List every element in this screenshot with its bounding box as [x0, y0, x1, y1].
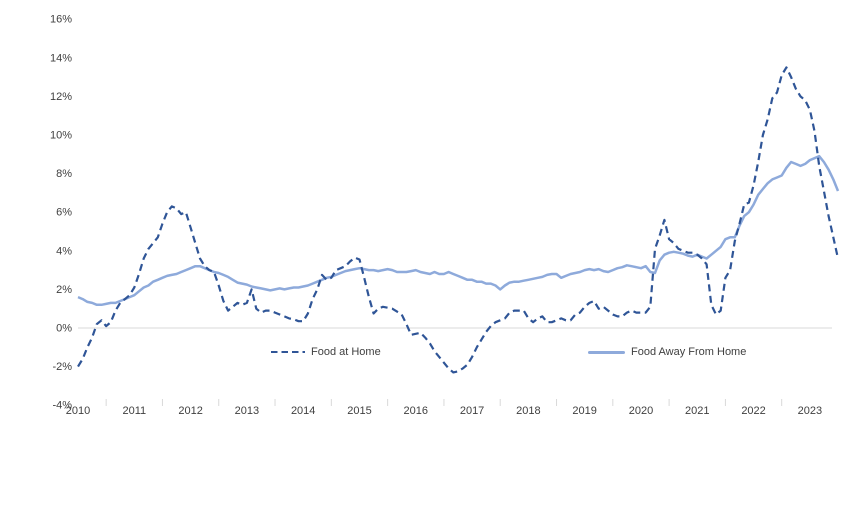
x-axis-tick-label: 2013 — [235, 405, 259, 417]
legend-item-food-at-home: Food at Home — [271, 346, 381, 358]
series-line-food-at-home — [77, 66, 840, 374]
y-axis-tick-label: 16% — [50, 14, 72, 26]
y-axis-tick-label: 6% — [56, 207, 72, 219]
y-axis-tick-label: 8% — [56, 168, 72, 180]
y-axis-tick-label: 12% — [50, 91, 72, 103]
x-axis-tick-label: 2018 — [516, 405, 540, 417]
dashed-line-sample-icon — [271, 350, 305, 354]
y-axis-tick-label: 2% — [56, 284, 72, 296]
x-axis-tick-label: 2014 — [291, 405, 315, 417]
series-line-food-away-from-home — [77, 154, 840, 307]
y-axis-tick-label: 14% — [50, 52, 72, 64]
solid-line-sample-icon — [588, 350, 625, 354]
y-axis-tick-label: 4% — [56, 245, 72, 257]
x-axis-tick-label: 2017 — [460, 405, 484, 417]
y-axis-tick-label: 0% — [56, 323, 72, 335]
x-axis-tick-label: 2016 — [404, 405, 428, 417]
legend-label-food-away-from-home: Food Away From Home — [631, 346, 747, 358]
x-axis-tick-label: 2019 — [572, 405, 596, 417]
y-axis-tick-label: -4% — [52, 400, 72, 412]
x-axis-tick-label: 2023 — [798, 405, 822, 417]
x-axis-tick-label: 2021 — [685, 405, 709, 417]
y-axis-tick-label: -2% — [52, 361, 72, 373]
legend-item-food-away-from-home: Food Away From Home — [588, 346, 746, 358]
x-axis-tick-label: 2011 — [122, 405, 146, 417]
x-axis-tick-label: 2010 — [66, 405, 90, 417]
x-axis-tick-label: 2012 — [178, 405, 202, 417]
legend-label-food-at-home: Food at Home — [311, 346, 381, 358]
y-axis-tick-label: 10% — [50, 130, 72, 142]
x-axis-tick-label: 2020 — [629, 405, 653, 417]
x-axis-tick-label: 2022 — [741, 405, 765, 417]
x-axis-tick-label: 2015 — [347, 405, 371, 417]
